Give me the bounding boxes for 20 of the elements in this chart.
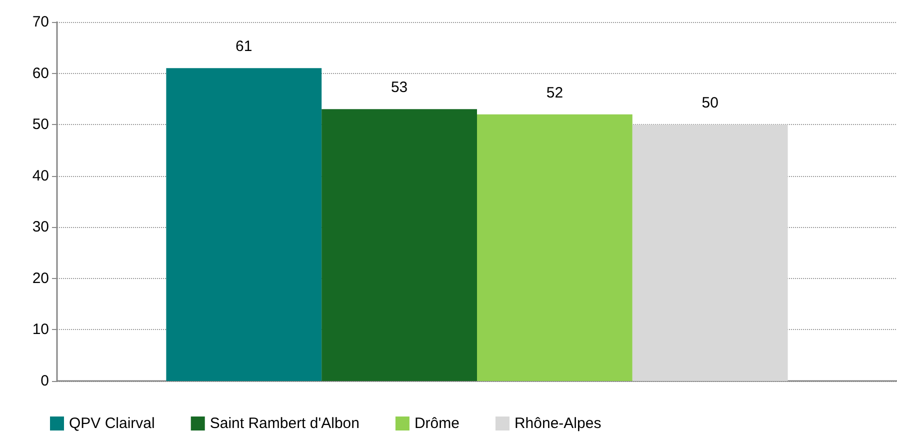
bar [477,114,632,381]
data-label: 53 [390,79,408,96]
data-label: 61 [236,38,252,56]
y-tick-label: 50 [32,116,49,134]
legend-label: Saint Rambert d'Albon [210,415,360,432]
bar [322,109,477,381]
legend-label: Rhône-Alpes [514,415,602,432]
bar [632,124,788,381]
data-label: 50 [702,94,718,112]
bar [166,68,322,381]
y-tick-label: 70 [32,14,49,30]
y-tick-label: 0 [40,372,49,390]
legend-label: Drôme [414,415,460,432]
y-tick-label: 40 [32,167,49,184]
data-label: 52 [546,84,564,102]
y-tick-label: 60 [32,64,49,82]
y-tick-label: 30 [32,218,49,236]
y-tick-label: 10 [32,321,49,338]
y-tick-label: 20 [32,270,49,287]
legend-label: QPV Clairval [69,415,155,432]
